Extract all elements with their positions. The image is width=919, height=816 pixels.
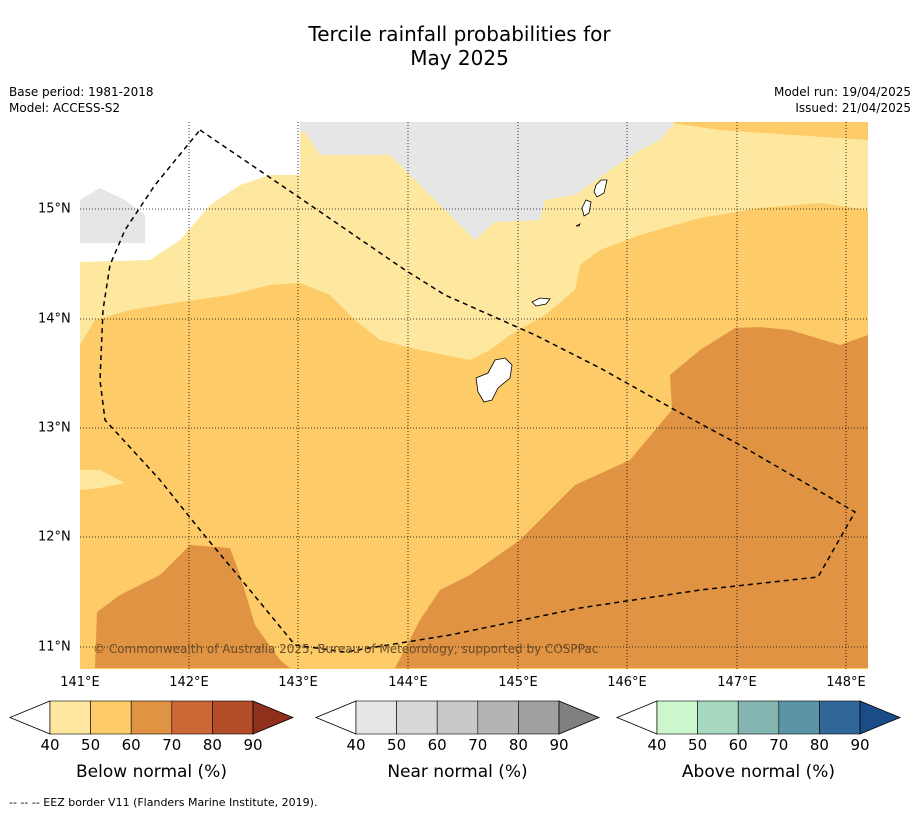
lon-label: 148°E xyxy=(826,675,866,690)
colorbar-tick-label: 90 xyxy=(850,736,870,754)
below-normal-40-50-patch xyxy=(80,470,125,490)
colorbar-title: Above normal (%) xyxy=(681,762,836,782)
lon-label: 145°E xyxy=(498,675,538,690)
graticule xyxy=(80,122,868,669)
colorbar-segment xyxy=(778,700,820,735)
colorbar-segment xyxy=(518,700,560,735)
colorbar-arrow-high xyxy=(859,700,902,735)
map-title: Tercile rainfall probabilities for May 2… xyxy=(0,22,919,70)
colorbar-tick-label: 70 xyxy=(468,736,488,754)
colorbar-segment xyxy=(396,700,438,735)
island-tinian xyxy=(581,199,592,217)
meta-left: Base period: 1981-2018 Model: ACCESS-S2 xyxy=(9,84,154,116)
no-data-area xyxy=(80,122,300,262)
model-name: Model: ACCESS-S2 xyxy=(9,101,121,115)
eez-footnote: -- -- -- EEZ border V11 (Flanders Marine… xyxy=(9,796,318,809)
colorbar-segment xyxy=(90,700,132,735)
near-normal-gray-west xyxy=(80,188,145,243)
colorbar-tick-label: 50 xyxy=(387,736,407,754)
colorbar-segment xyxy=(477,700,519,735)
island-saipan xyxy=(593,179,608,198)
lon-label: 141°E xyxy=(60,675,100,690)
island-rota xyxy=(531,297,551,307)
colorbar-segment xyxy=(656,700,698,735)
lon-label: 143°E xyxy=(278,675,318,690)
colorbar-segment xyxy=(355,700,397,735)
colorbar-segment xyxy=(171,700,213,735)
colorbar-title: Below normal (%) xyxy=(76,762,227,782)
colorbar-segment xyxy=(130,700,173,735)
colorbar-group xyxy=(8,700,902,735)
colorbar-title: Near normal (%) xyxy=(387,762,528,782)
lon-label: 142°E xyxy=(169,675,209,690)
below-normal-60-70-southwest xyxy=(95,545,290,668)
base-period: Base period: 1981-2018 xyxy=(9,85,154,99)
colorbar-tick-label: 80 xyxy=(809,736,829,754)
colorbar-tick-label: 80 xyxy=(508,736,528,754)
colorbar-tick-label: 70 xyxy=(769,736,789,754)
colorbar-tick-label: 60 xyxy=(121,736,141,754)
colorbar-tick-label: 40 xyxy=(40,736,60,754)
colorbar-tick-label: 50 xyxy=(81,736,101,754)
colorbar-arrow-low xyxy=(314,700,357,735)
colorbar-tick-label: 50 xyxy=(688,736,708,754)
eez-border xyxy=(99,128,857,653)
islands xyxy=(475,179,608,403)
title-line-1: Tercile rainfall probabilities for xyxy=(308,22,611,46)
island-guam xyxy=(475,357,513,403)
colorbar-segment xyxy=(436,700,479,735)
lat-label: 12°N xyxy=(38,529,71,545)
colorbar-segment xyxy=(212,700,254,735)
near-normal-gray-north xyxy=(300,122,675,240)
below-normal-60-70-region xyxy=(395,327,868,668)
colorbar-tick-label: 80 xyxy=(202,736,222,754)
lon-label: 144°E xyxy=(388,675,428,690)
colorbar-segment xyxy=(49,700,91,735)
meta-right: Model run: 19/04/2025 Issued: 21/04/2025 xyxy=(774,84,911,116)
colorbar-segment xyxy=(737,700,780,735)
colorbar-arrow-low xyxy=(615,700,658,735)
lat-label: 13°N xyxy=(38,420,71,436)
model-run: Model run: 19/04/2025 xyxy=(773,85,911,99)
colorbar-tick-label: 90 xyxy=(549,736,569,754)
colorbar-tick-label: 60 xyxy=(427,736,447,754)
lon-label: 147°E xyxy=(717,675,757,690)
colorbar-arrow-high xyxy=(558,700,601,735)
colorbar-tick-label: 40 xyxy=(346,736,366,754)
colorbar-segment xyxy=(819,700,861,735)
colorbar-arrow-high xyxy=(252,700,295,735)
lat-label: 15°N xyxy=(38,201,71,217)
island-aguijan xyxy=(575,223,581,227)
colorbar-arrow-low xyxy=(8,700,51,735)
colorbar-segment xyxy=(697,700,739,735)
lon-label: 146°E xyxy=(607,675,647,690)
colorbar-tick-label: 40 xyxy=(647,736,667,754)
copyright-notice: © Commonwealth of Australia 2025, Bureau… xyxy=(93,642,599,656)
title-line-2: May 2025 xyxy=(410,46,509,70)
lat-label: 11°N xyxy=(38,639,71,655)
issued-date: Issued: 21/04/2025 xyxy=(795,101,911,115)
colorbar-tick-label: 60 xyxy=(728,736,748,754)
colorbar-tick-label: 70 xyxy=(162,736,182,754)
colorbar-tick-label: 90 xyxy=(243,736,263,754)
lat-label: 14°N xyxy=(38,311,71,327)
